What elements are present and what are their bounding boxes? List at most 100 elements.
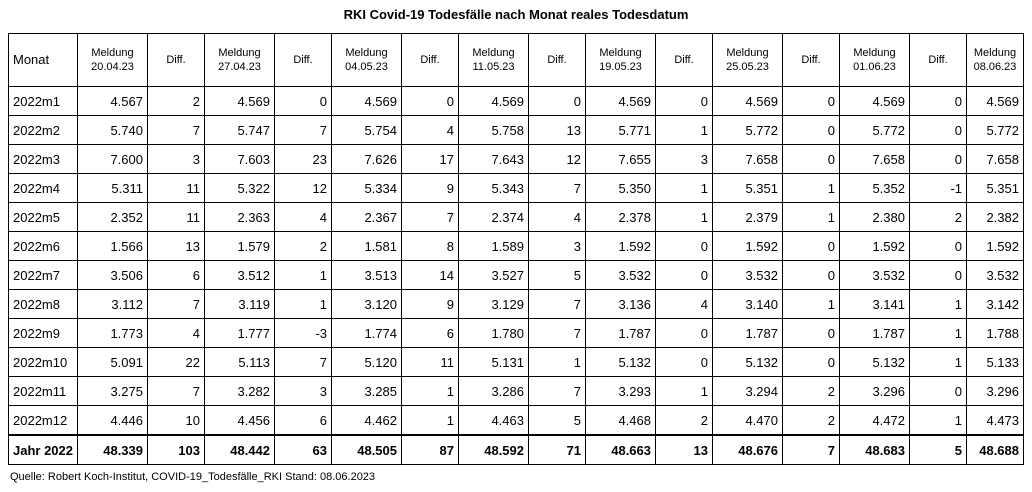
total-cell: 103 — [147, 434, 205, 465]
total-cell: 48.688 — [966, 434, 1024, 465]
value-cell: 7.658 — [712, 144, 783, 174]
value-cell: 4.456 — [204, 405, 275, 436]
value-cell: 3.532 — [839, 260, 910, 290]
value-cell: 2.379 — [712, 202, 783, 232]
value-cell: 5.758 — [458, 115, 529, 145]
value-cell: 3.120 — [331, 289, 402, 319]
value-cell: 5.311 — [77, 173, 148, 203]
value-cell: 6 — [147, 260, 205, 290]
value-cell: 4.462 — [331, 405, 402, 436]
header-label: Meldung — [91, 47, 134, 59]
value-cell: 0 — [782, 231, 840, 261]
value-cell: 3.293 — [585, 376, 656, 406]
total-cell: 7 — [782, 434, 840, 465]
value-cell: 1.566 — [77, 231, 148, 261]
header-diff: Diff. — [655, 33, 713, 87]
value-cell: 5.091 — [77, 347, 148, 377]
value-cell: 5.132 — [839, 347, 910, 377]
table-row: 2022m5 2.352 11 2.363 4 2.367 7 2.374 4 2.378 1 2.3… — [8, 202, 1024, 232]
table-row: 2022m1 4.567 2 4.569 0 4.569 0 4.569 0 4.569 0 4.56… — [8, 86, 1024, 116]
value-cell: 4 — [528, 202, 586, 232]
value-cell: 1 — [782, 202, 840, 232]
value-cell: 3.140 — [712, 289, 783, 319]
value-cell: 5.772 — [712, 115, 783, 145]
value-cell: 2.378 — [585, 202, 656, 232]
total-cell: 13 — [655, 434, 713, 465]
header-label: Diff. — [293, 54, 313, 66]
value-cell: 1 — [401, 376, 459, 406]
header-diff: Diff. — [909, 33, 967, 87]
value-cell: 2 — [274, 231, 332, 261]
value-cell: 7 — [528, 173, 586, 203]
value-cell: 7.643 — [458, 144, 529, 174]
value-cell: 3.141 — [839, 289, 910, 319]
value-cell: 0 — [655, 86, 713, 116]
value-cell: 8 — [401, 231, 459, 261]
value-cell: 1 — [274, 260, 332, 290]
value-cell: 0 — [909, 115, 967, 145]
value-cell: 5 — [528, 405, 586, 436]
total-cell: 48.683 — [839, 434, 910, 465]
value-cell: 11 — [147, 173, 205, 203]
value-cell: 1.777 — [204, 318, 275, 348]
value-cell: 0 — [909, 231, 967, 261]
value-cell: 3.282 — [204, 376, 275, 406]
header-meldung: Meldung 01.06.23 — [839, 33, 910, 87]
value-cell: 5.131 — [458, 347, 529, 377]
header-label: Meldung — [726, 47, 769, 59]
table-body: Monat Meldung 20.04.23 Diff. Meldung 27.04.23… — [8, 33, 1024, 465]
header-date: 01.06.23 — [853, 61, 896, 73]
value-cell: 1 — [655, 115, 713, 145]
header-diff: Diff. — [782, 33, 840, 87]
value-cell: 3.294 — [712, 376, 783, 406]
value-cell: 3 — [147, 144, 205, 174]
value-cell: 4.569 — [585, 86, 656, 116]
value-cell: 3.112 — [77, 289, 148, 319]
value-cell: 4.446 — [77, 405, 148, 436]
header-meldung: Meldung 25.05.23 — [712, 33, 783, 87]
value-cell: 1 — [909, 318, 967, 348]
header-date: 20.04.23 — [91, 61, 134, 73]
value-cell: 0 — [909, 260, 967, 290]
value-cell: 2.367 — [331, 202, 402, 232]
total-row: Jahr 2022 48.339 103 48.442 63 48.505 87 48.592… — [8, 434, 1024, 465]
month-cell: 2022m11 — [8, 376, 78, 406]
value-cell: 0 — [782, 318, 840, 348]
value-cell: 1 — [782, 173, 840, 203]
month-cell: 2022m6 — [8, 231, 78, 261]
value-cell: 5.120 — [331, 347, 402, 377]
value-cell: 4.569 — [712, 86, 783, 116]
value-cell: 2.380 — [839, 202, 910, 232]
value-cell: 4.473 — [966, 405, 1024, 436]
header-diff: Diff. — [274, 33, 332, 87]
header-label: Diff. — [674, 54, 694, 66]
value-cell: 0 — [909, 86, 967, 116]
header-diff: Diff. — [528, 33, 586, 87]
value-cell: 5.133 — [966, 347, 1024, 377]
header-meldung: Meldung 20.04.23 — [77, 33, 148, 87]
value-cell: 1 — [655, 173, 713, 203]
value-cell: 10 — [147, 405, 205, 436]
value-cell: 4.470 — [712, 405, 783, 436]
header-meldung: Meldung 04.05.23 — [331, 33, 402, 87]
month-cell: 2022m9 — [8, 318, 78, 348]
value-cell: 1 — [528, 347, 586, 377]
value-cell: 3.285 — [331, 376, 402, 406]
month-cell: 2022m8 — [8, 289, 78, 319]
value-cell: 4 — [274, 202, 332, 232]
value-cell: 1.780 — [458, 318, 529, 348]
header-label: Meldung — [472, 47, 515, 59]
total-label: Jahr 2022 — [8, 434, 78, 465]
header-label: Diff. — [420, 54, 440, 66]
value-cell: 0 — [655, 318, 713, 348]
total-cell: 48.442 — [204, 434, 275, 465]
value-cell: 3.512 — [204, 260, 275, 290]
value-cell: 1 — [909, 405, 967, 436]
value-cell: 3 — [655, 144, 713, 174]
header-date: 04.05.23 — [345, 61, 388, 73]
total-cell: 48.339 — [77, 434, 148, 465]
value-cell: 0 — [782, 86, 840, 116]
table-row: 2022m9 1.773 4 1.777 -3 1.774 6 1.780 7 1.787 0 1.7… — [8, 318, 1024, 348]
header-date: 08.06.23 — [973, 61, 1017, 73]
value-cell: 6 — [274, 405, 332, 436]
